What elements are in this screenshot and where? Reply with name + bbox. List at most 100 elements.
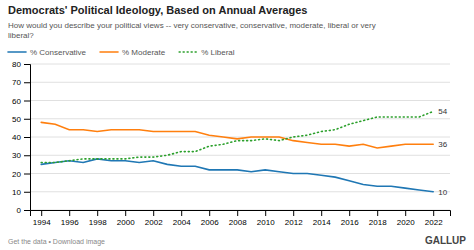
- grid-line: [30, 155, 450, 156]
- chart-svg: Democrats' Political Ideology, Based on …: [0, 0, 474, 250]
- x-tick: 2012: [285, 210, 303, 227]
- y-tick-label: 0: [17, 206, 22, 215]
- x-tick: 1994: [33, 210, 51, 227]
- x-tick-label: 2008: [229, 218, 247, 227]
- footer: Get the data • Download image: [8, 238, 105, 246]
- x-tick-mark: [209, 210, 210, 216]
- x-tick-mark: [41, 210, 42, 216]
- y-tick-label: 30: [12, 151, 21, 160]
- x-tick-label: 1994: [33, 218, 51, 227]
- x-axis-line: [31, 211, 451, 217]
- x-tick: 2000: [117, 210, 135, 227]
- y-tick-label: 70: [12, 78, 21, 87]
- x-tick-label: 2006: [201, 218, 219, 227]
- series-line: [41, 159, 433, 192]
- y-tick-mark: [24, 210, 30, 211]
- x-tick-mark: [433, 210, 434, 216]
- legend-swatch: [100, 51, 118, 53]
- x-axis: 1994 1996 1998 2000 2002 2004 2006 2008 2010 2012…: [31, 210, 451, 227]
- x-tick-mark: [377, 210, 378, 216]
- subtitle: How would you describe your political vi…: [8, 21, 376, 40]
- x-tick-mark: [321, 210, 322, 216]
- x-tick: 1996: [61, 210, 79, 227]
- legend-swatch: [8, 51, 26, 53]
- grid-line: [30, 137, 450, 138]
- grid-line: [30, 64, 450, 65]
- source: GALLUP: [425, 235, 466, 246]
- y-axis-line: [24, 65, 31, 211]
- x-tick-mark: [405, 210, 406, 216]
- x-tick-mark: [237, 210, 238, 216]
- x-tick-mark: [181, 210, 182, 216]
- x-tick-mark: [125, 210, 126, 216]
- x-tick-label: 2016: [341, 218, 359, 227]
- x-tick: 2022: [425, 210, 443, 227]
- y-tick-label: 20: [12, 170, 21, 179]
- x-tick-label: 2014: [313, 218, 331, 227]
- y-tick: 50: [12, 115, 30, 124]
- x-tick: 2008: [229, 210, 247, 227]
- x-tick-label: 1998: [89, 218, 107, 227]
- x-tick: 1998: [89, 210, 107, 227]
- y-tick-mark: [24, 137, 30, 138]
- y-tick: 30: [12, 151, 30, 160]
- y-tick-mark: [24, 174, 30, 175]
- y-tick-mark: [24, 64, 30, 65]
- x-tick-mark: [265, 210, 266, 216]
- grid-line: [30, 100, 450, 101]
- x-tick-label: 2000: [117, 218, 135, 227]
- y-tick-label: 10: [12, 188, 21, 197]
- x-tick: 2006: [201, 210, 219, 227]
- x-tick-mark: [97, 210, 98, 216]
- y-tick: 80: [12, 60, 30, 69]
- y-tick: 20: [12, 170, 30, 179]
- x-tick-label: 2020: [397, 218, 415, 227]
- x-tick: 2016: [341, 210, 359, 227]
- end-label: 10: [438, 188, 447, 197]
- y-tick: 40: [12, 133, 30, 142]
- lines: [41, 111, 433, 191]
- series-line: [41, 111, 433, 162]
- y-tick-label: 80: [12, 60, 21, 69]
- x-tick: 2014: [313, 210, 331, 227]
- legend-item: % Liberal: [179, 48, 235, 57]
- plot-area: 1994199619982000200220042006200820102012…: [12, 60, 450, 227]
- x-tick-label: 2004: [173, 218, 191, 227]
- x-tick-label: 2018: [369, 218, 387, 227]
- series-line: [41, 122, 433, 148]
- y-tick: 60: [12, 97, 30, 106]
- legend-label: % Conservative: [30, 48, 87, 57]
- x-tick-mark: [69, 210, 70, 216]
- end-label: 54: [438, 107, 447, 116]
- legend-item: % Conservative: [8, 48, 87, 57]
- end-label: 36: [438, 140, 447, 149]
- x-tick-label: 2012: [285, 218, 303, 227]
- y-tick-label: 60: [12, 97, 21, 106]
- legend: % Conservative % Moderate % Liberal: [8, 48, 235, 57]
- x-tick: 2020: [397, 210, 415, 227]
- legend-swatch: [179, 51, 197, 53]
- y-axis: 0 10 20 30 40 50 60 70 80: [12, 60, 30, 215]
- y-tick-mark: [24, 101, 30, 102]
- y-tick-mark: [24, 82, 30, 83]
- y-tick: 70: [12, 78, 30, 87]
- x-tick-label: 2010: [257, 218, 275, 227]
- x-tick-mark: [293, 210, 294, 216]
- grid-line: [30, 191, 450, 192]
- legend-label: % Moderate: [122, 48, 166, 57]
- x-tick-label: 2002: [145, 218, 163, 227]
- x-tick: 2010: [257, 210, 275, 227]
- x-tick-mark: [153, 210, 154, 216]
- y-tick: 0: [17, 206, 30, 215]
- legend-label: % Liberal: [201, 48, 235, 57]
- y-tick: 10: [12, 188, 30, 197]
- title: Democrats' Political Ideology, Based on …: [8, 4, 308, 16]
- grid: [30, 64, 450, 210]
- x-tick-label: 2022: [425, 218, 443, 227]
- subtitle-line: How would you describe your political vi…: [8, 21, 376, 30]
- x-tick-mark: [349, 210, 350, 216]
- y-tick-mark: [24, 119, 30, 120]
- grid-line: [30, 173, 450, 174]
- x-tick: 2004: [173, 210, 191, 227]
- subtitle-line: liberal?: [8, 31, 34, 40]
